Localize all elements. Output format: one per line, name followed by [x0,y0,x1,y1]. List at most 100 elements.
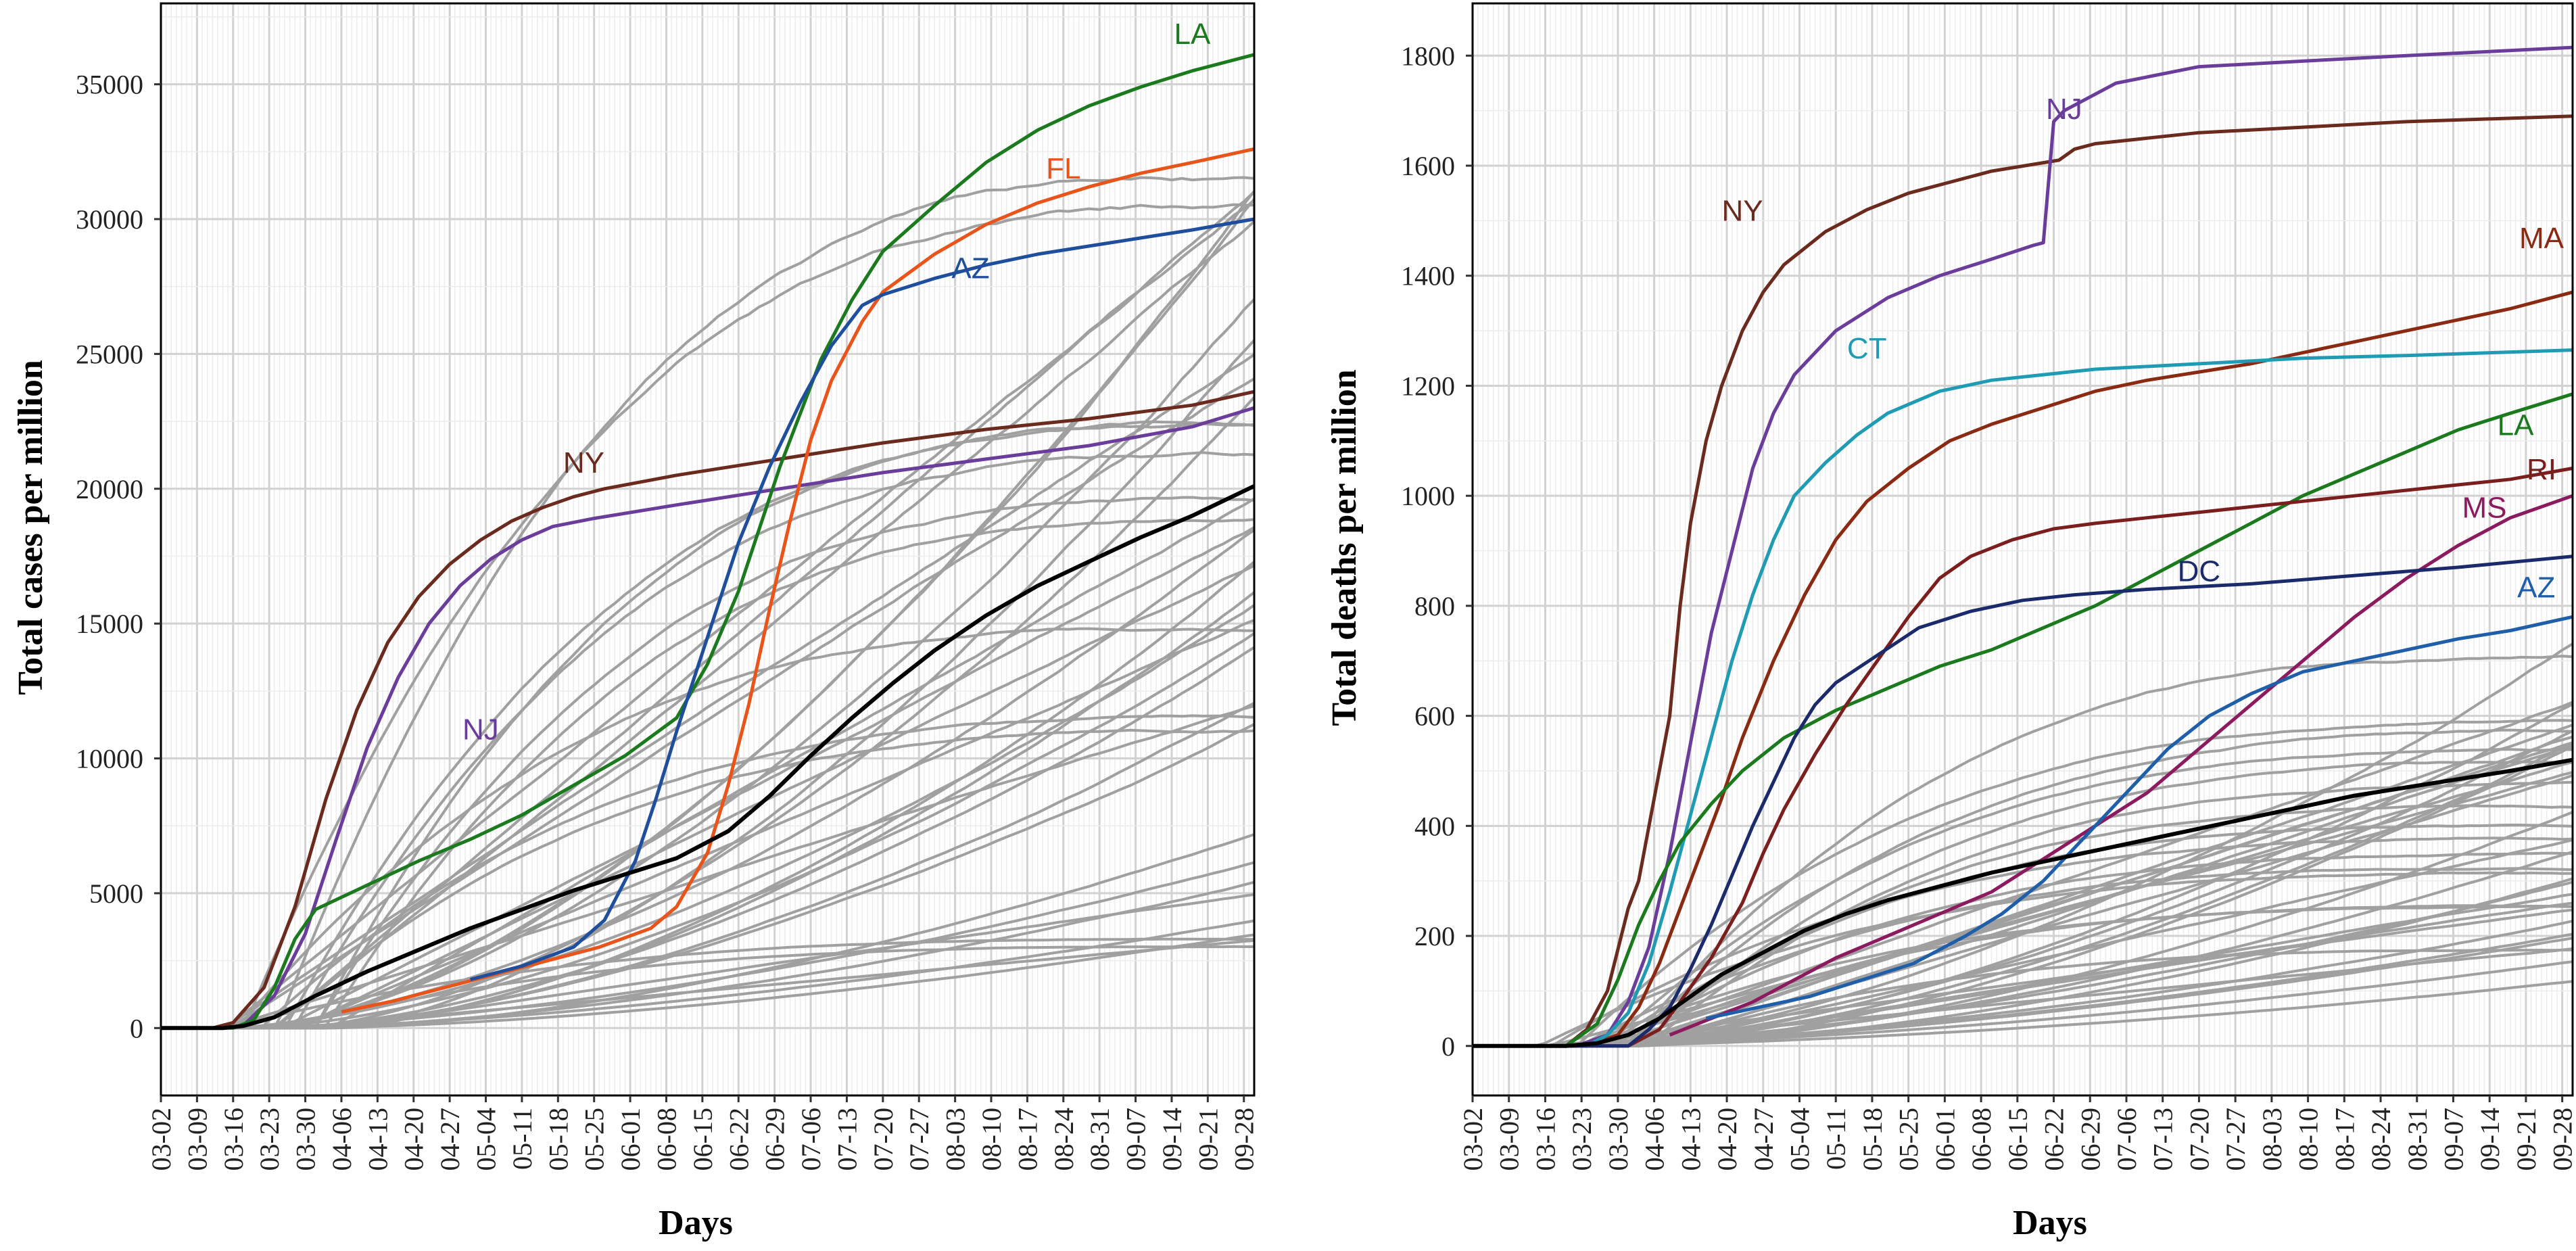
x-tick-label: 09-07 [1121,1108,1151,1171]
deaths-series-line-dc [1473,554,2573,1048]
y-tick-label: 20000 [76,474,143,504]
x-tick-label: 07-27 [2220,1108,2251,1171]
deaths-series-line-ma [1473,290,2573,1048]
x-tick-label: 04-20 [1712,1108,1742,1171]
x-tick-label: 04-27 [1748,1108,1779,1171]
y-tick-label: 1400 [1401,261,1455,291]
x-tick-label: 06-15 [2003,1108,2033,1171]
cases-series-label-la: LA [1174,18,1211,51]
state-line [1473,748,2573,1047]
y-tick-label: 1800 [1401,41,1455,71]
x-tick-label: 06-22 [2039,1108,2070,1171]
x-tick-label: 09-21 [2511,1108,2542,1171]
x-tick-label: 03-30 [1603,1108,1633,1171]
state-line [161,632,1256,1030]
state-line [161,377,1256,1030]
state-line [161,497,1256,1030]
x-tick-label: 08-17 [2329,1108,2360,1171]
state-line [161,451,1255,1030]
y-tick-label: 1600 [1401,151,1455,181]
deaths-series-labels: NY NJ MA CT LA RI MS DC AZ [1722,93,2565,605]
y-tick-label: 15000 [76,609,143,639]
y-tick-label: 25000 [76,339,143,369]
deaths-series-label-dc: DC [2178,554,2221,588]
state-line [1473,655,2573,1047]
x-tick-label: 06-08 [1966,1108,1997,1171]
y-tick-label: 10000 [76,744,143,774]
deaths-chart: NY NJ MA CT LA RI MS DC AZ 0 200 400 600 800 1000 1200… [1325,2,2576,1242]
state-line [161,728,1255,1030]
cases-series-label-fl: FL [1046,152,1080,185]
cases-series-labels: NY NJ LA FL AZ [462,18,1211,747]
x-tick-label: 06-01 [1930,1108,1960,1171]
x-tick-label: 05-18 [543,1108,573,1171]
cases-series-line-az [469,217,1255,981]
cases-series-label-nj: NJ [462,713,499,747]
x-tick-label: 03-23 [1567,1108,1597,1171]
cases-series-label-az: AZ [951,252,989,285]
x-tick-label: 05-04 [471,1108,502,1171]
x-tick-label: 03-16 [1530,1108,1560,1171]
state-line [161,945,1254,1030]
deaths-series-line-ny [1473,114,2573,1048]
deaths-plot-frame [1471,2,2574,1097]
x-tick-label: 05-25 [579,1108,610,1171]
x-tick-label: 09-14 [2475,1108,2505,1171]
deaths-series-line-la [1473,392,2573,1048]
x-tick-label: 04-06 [1640,1108,1670,1171]
deaths-series-label-ct: CT [1847,332,1887,365]
x-tick-label: 05-11 [1821,1108,1851,1170]
deaths-x-axis: 03-02 03-09 03-16 03-23 03-30 04-06 04-13 04-20… [1458,1095,2576,1171]
cases-plot-frame [160,2,1256,1097]
y-tick-label: 800 [1414,591,1455,621]
x-tick-label: 08-17 [1012,1108,1043,1171]
x-tick-label: 03-30 [291,1108,321,1171]
y-tick-label: 400 [1414,811,1455,841]
x-tick-label: 06-29 [2075,1108,2105,1171]
y-tick-label: 200 [1414,921,1455,951]
x-tick-label: 08-10 [976,1108,1007,1171]
cases-series-line-us [161,484,1256,1031]
x-tick-label: 06-22 [723,1108,754,1171]
deaths-series-line-ri [1473,467,2573,1048]
state-line [161,203,1255,1030]
x-tick-label: 07-20 [868,1108,899,1171]
cases-highlight-lines [161,53,1256,1031]
cases-x-axis: 03-02 03-09 03-16 03-23 03-30 04-06 04-13 04-20… [146,1095,1260,1171]
y-tick-label: 1200 [1401,371,1455,401]
x-tick-label: 09-14 [1157,1108,1187,1171]
x-tick-label: 05-25 [1894,1108,1924,1171]
state-line [1473,719,2573,1047]
y-tick-label: 35000 [76,70,143,100]
cases-series-line-ny [161,390,1255,1030]
x-tick-label: 05-04 [1784,1108,1815,1171]
state-line [1473,780,2573,1047]
state-line [1473,811,2573,1047]
state-line [1473,871,2573,1047]
deaths-series-label-az: AZ [2517,571,2555,605]
x-tick-label: 07-06 [2112,1108,2142,1171]
y-tick-label: 0 [130,1013,143,1043]
x-tick-label: 04-27 [435,1108,465,1171]
cases-series-line-nj [161,406,1255,1030]
deaths-y-axis-title: Total deaths per million [1325,369,1364,726]
cases-x-axis-title: Days [659,1204,733,1242]
state-line [161,627,1255,1030]
x-tick-label: 07-13 [832,1108,862,1171]
cases-state-lines [161,176,1256,1030]
cases-series-line-fl [341,147,1255,1014]
x-tick-label: 06-29 [760,1108,790,1171]
deaths-state-lines [1473,642,2574,1047]
x-tick-label: 03-09 [182,1108,212,1171]
x-tick-label: 07-13 [2148,1108,2178,1171]
x-tick-label: 03-02 [1458,1108,1488,1171]
state-line [161,704,1255,1030]
x-tick-label: 03-02 [146,1108,176,1171]
cases-grid [160,3,1255,1096]
deaths-series-line-az [1705,615,2573,1020]
x-tick-label: 04-06 [327,1108,357,1171]
y-tick-label: 5000 [89,878,143,909]
deaths-y-axis: 0 200 400 600 800 1000 1200 1400 1600 1800 [1401,41,1473,1062]
cases-y-axis-title: Total cases per million [11,360,50,695]
